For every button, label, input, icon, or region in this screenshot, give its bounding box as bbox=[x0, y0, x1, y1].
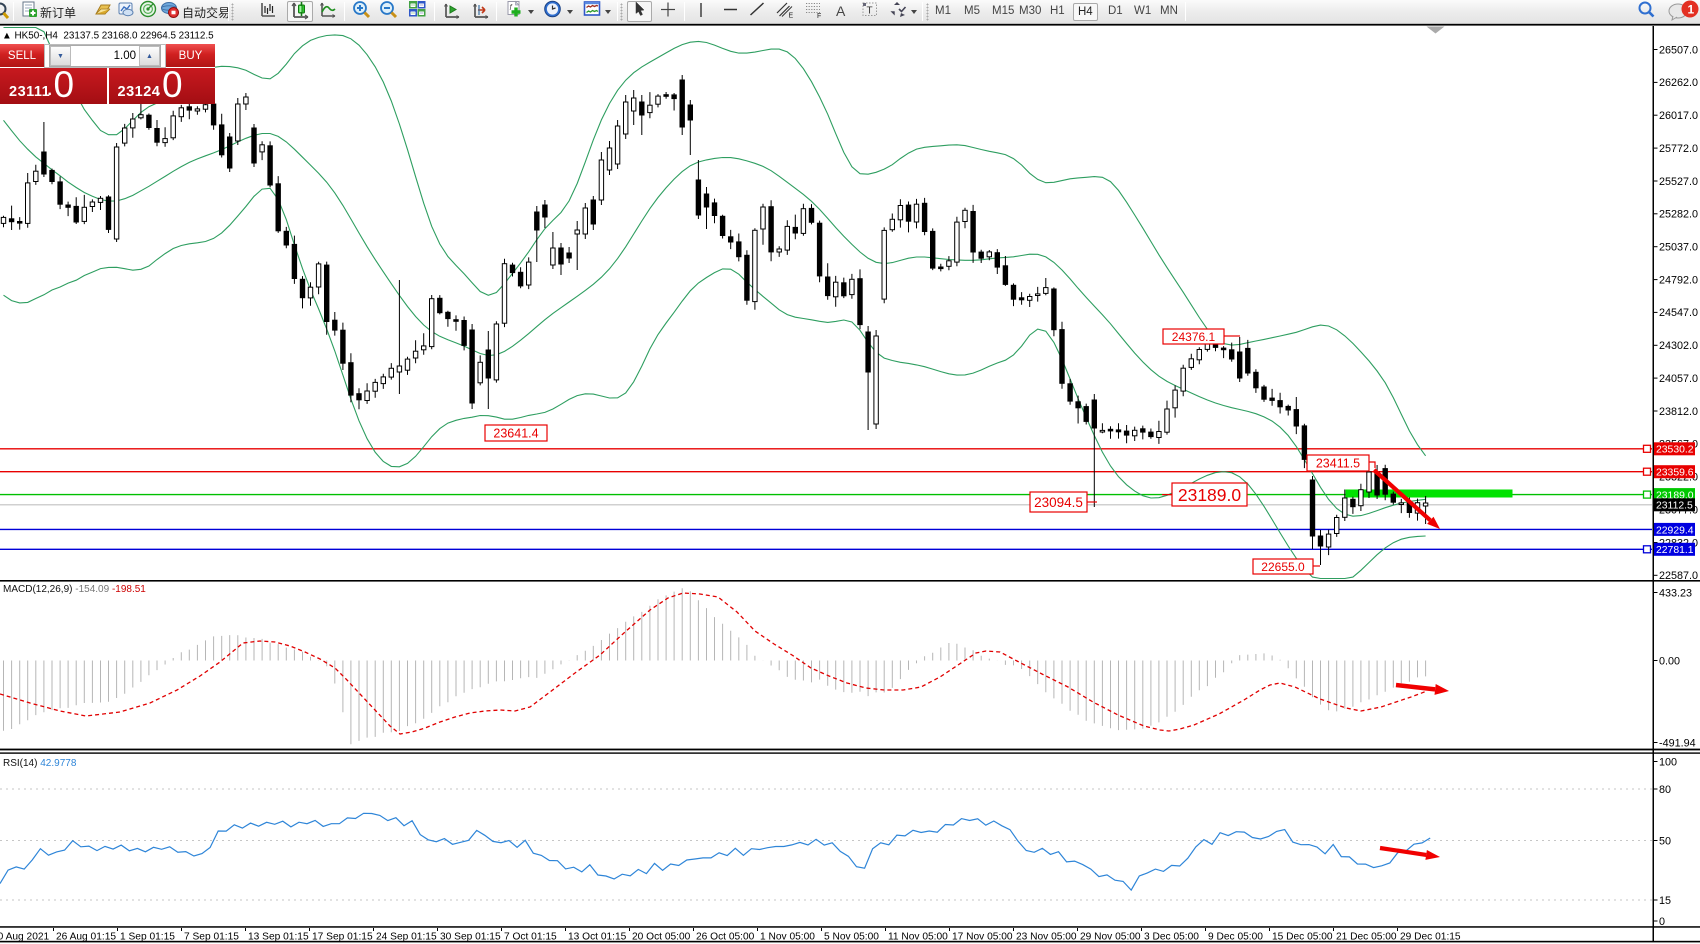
svg-text:-491.94: -491.94 bbox=[1659, 737, 1696, 749]
svg-text:24376.1: 24376.1 bbox=[1172, 330, 1216, 344]
svg-text:25282.0: 25282.0 bbox=[1659, 209, 1698, 221]
svg-text:1 Nov 05:00: 1 Nov 05:00 bbox=[760, 932, 815, 943]
svg-text:23641.4: 23641.4 bbox=[493, 427, 538, 441]
svg-text:23189.0: 23189.0 bbox=[1178, 485, 1242, 505]
svg-text:29 Dec 01:15: 29 Dec 01:15 bbox=[1400, 932, 1461, 943]
svg-text:0.00: 0.00 bbox=[1659, 655, 1680, 667]
svg-text:3 Dec 05:00: 3 Dec 05:00 bbox=[1144, 932, 1199, 943]
svg-text:1: 1 bbox=[1688, 3, 1695, 17]
svg-text:23189.0: 23189.0 bbox=[1656, 491, 1694, 502]
svg-text:25772.0: 25772.0 bbox=[1659, 143, 1698, 155]
svg-text:f: f bbox=[510, 3, 513, 12]
svg-text:50: 50 bbox=[1659, 835, 1671, 847]
svg-text:24057.0: 24057.0 bbox=[1659, 373, 1698, 385]
svg-text:24302.0: 24302.0 bbox=[1659, 340, 1698, 352]
svg-text:25527.0: 25527.0 bbox=[1659, 176, 1698, 188]
svg-text:22655.0: 22655.0 bbox=[1261, 560, 1305, 574]
svg-text:20 Aug 2021: 20 Aug 2021 bbox=[0, 932, 50, 943]
svg-text:17 Nov 05:00: 17 Nov 05:00 bbox=[952, 932, 1013, 943]
svg-text:26017.0: 26017.0 bbox=[1659, 110, 1698, 122]
svg-text:11 Nov 05:00: 11 Nov 05:00 bbox=[888, 932, 948, 943]
svg-text:26507.0: 26507.0 bbox=[1659, 44, 1698, 56]
svg-text:17 Sep 01:15: 17 Sep 01:15 bbox=[312, 932, 373, 943]
svg-text:21 Dec 05:00: 21 Dec 05:00 bbox=[1336, 932, 1397, 943]
svg-text:26 Aug 01:15: 26 Aug 01:15 bbox=[56, 932, 116, 943]
svg-text:7 Oct 01:15: 7 Oct 01:15 bbox=[504, 932, 557, 943]
svg-text:100: 100 bbox=[1659, 756, 1677, 768]
svg-text:30 Sep 01:15: 30 Sep 01:15 bbox=[440, 932, 501, 943]
svg-text:23812.0: 23812.0 bbox=[1659, 406, 1698, 418]
svg-text:15 Dec 05:00: 15 Dec 05:00 bbox=[1272, 932, 1333, 943]
svg-text:RSI(14) 42.9778: RSI(14) 42.9778 bbox=[3, 758, 77, 769]
svg-text:13 Sep 01:15: 13 Sep 01:15 bbox=[248, 932, 309, 943]
svg-text:F: F bbox=[817, 13, 821, 20]
svg-text:9 Dec 05:00: 9 Dec 05:00 bbox=[1208, 932, 1263, 943]
svg-text:20 Oct 05:00: 20 Oct 05:00 bbox=[632, 932, 691, 943]
svg-text:23411.5: 23411.5 bbox=[1316, 457, 1360, 471]
svg-text:25037.0: 25037.0 bbox=[1659, 242, 1698, 254]
svg-text:15: 15 bbox=[1659, 895, 1671, 907]
svg-text:80: 80 bbox=[1659, 784, 1671, 796]
svg-text:▲ HK50-,H4 23137.5 23168.0 22: ▲ HK50-,H4 23137.5 23168.0 22964.5 23112… bbox=[2, 31, 214, 42]
svg-text:22929.4: 22929.4 bbox=[1656, 525, 1694, 536]
svg-text:24792.0: 24792.0 bbox=[1659, 274, 1698, 286]
svg-text:MACD(12,26,9) -154.09 -198.51: MACD(12,26,9) -154.09 -198.51 bbox=[3, 584, 146, 595]
svg-text:22781.1: 22781.1 bbox=[1656, 545, 1694, 556]
svg-text:22587.0: 22587.0 bbox=[1659, 570, 1698, 582]
svg-text:26262.0: 26262.0 bbox=[1659, 77, 1698, 89]
svg-text:1 Sep 01:15: 1 Sep 01:15 bbox=[120, 932, 175, 943]
svg-text:E: E bbox=[789, 13, 794, 20]
svg-text:29 Nov 05:00: 29 Nov 05:00 bbox=[1080, 932, 1141, 943]
svg-text:13 Oct 01:15: 13 Oct 01:15 bbox=[568, 932, 627, 943]
svg-text:7 Sep 01:15: 7 Sep 01:15 bbox=[184, 932, 239, 943]
svg-text:23112.5: 23112.5 bbox=[1656, 501, 1693, 512]
svg-text:433.23: 433.23 bbox=[1659, 587, 1692, 599]
svg-text:26 Oct 05:00: 26 Oct 05:00 bbox=[696, 932, 755, 943]
svg-text:23094.5: 23094.5 bbox=[1034, 495, 1083, 510]
svg-text:24547.0: 24547.0 bbox=[1659, 307, 1698, 319]
svg-text:24 Sep 01:15: 24 Sep 01:15 bbox=[376, 932, 437, 943]
svg-text:23530.2: 23530.2 bbox=[1656, 445, 1694, 456]
svg-text:5 Nov 05:00: 5 Nov 05:00 bbox=[824, 932, 879, 943]
svg-text:23 Nov 05:00: 23 Nov 05:00 bbox=[1016, 932, 1077, 943]
svg-text:T: T bbox=[867, 6, 873, 17]
svg-text:23359.6: 23359.6 bbox=[1656, 468, 1694, 479]
svg-text:0: 0 bbox=[1659, 916, 1665, 928]
